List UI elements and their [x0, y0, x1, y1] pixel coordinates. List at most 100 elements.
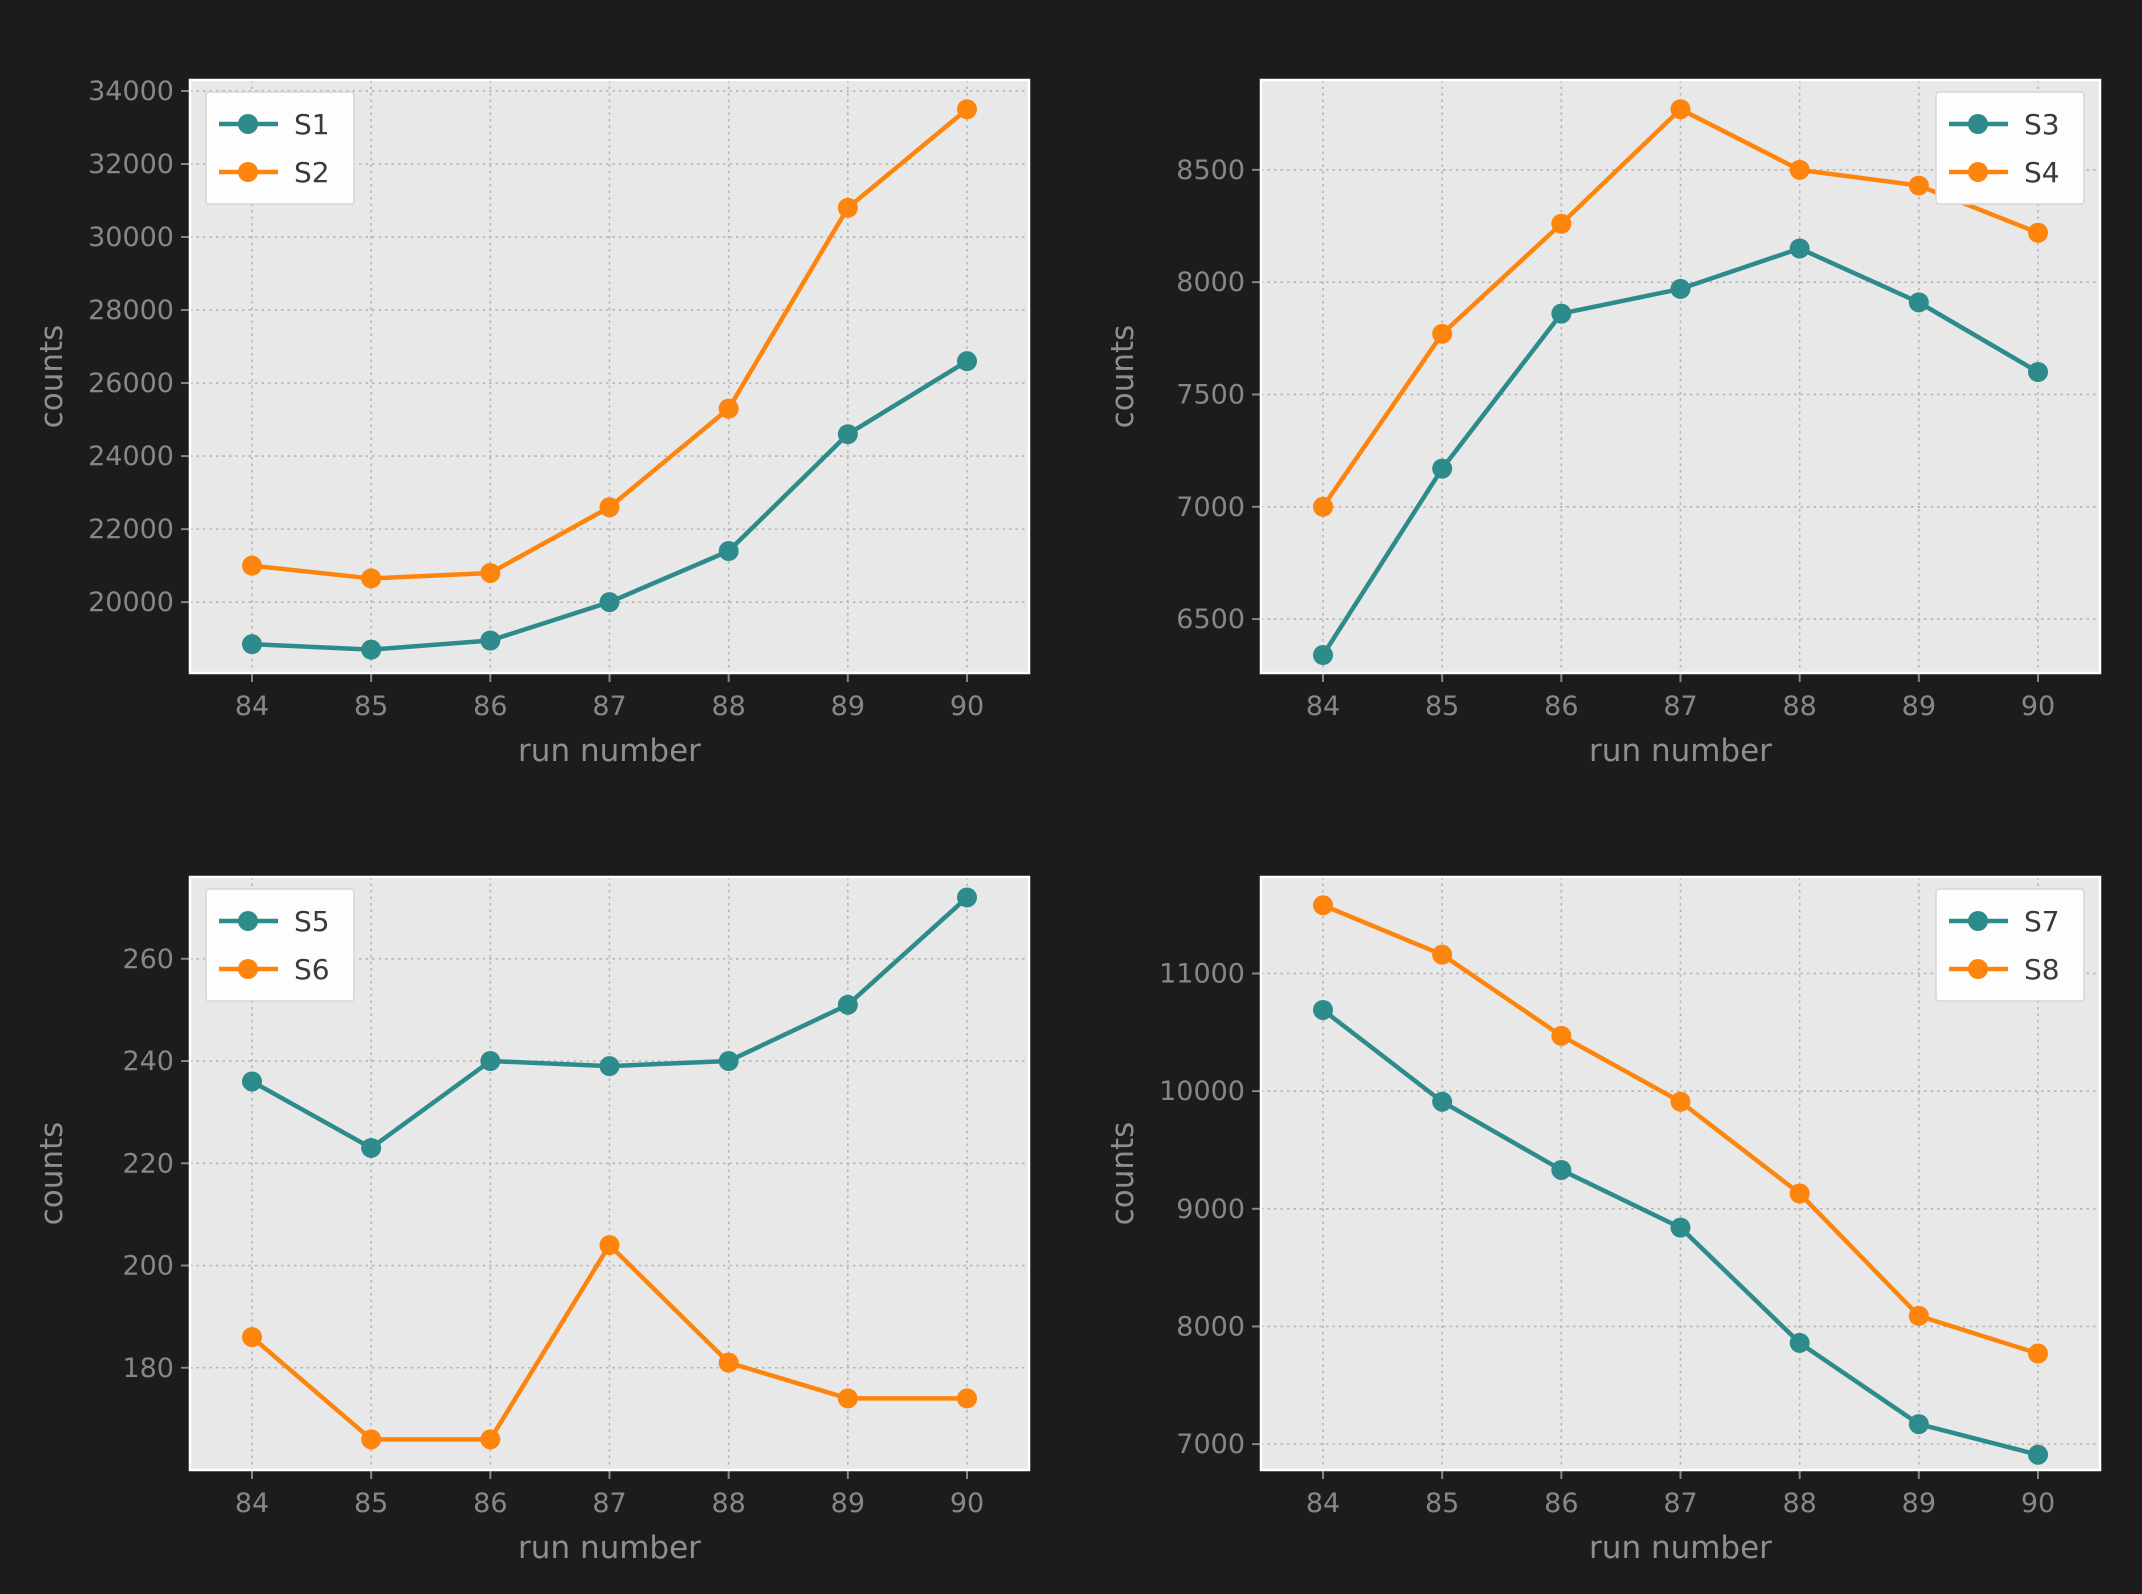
legend-item-S2: S2 [219, 156, 330, 189]
data-point-S1-87 [599, 592, 620, 613]
data-point-S7-87 [1670, 1217, 1691, 1238]
legend-item-S6: S6 [219, 953, 330, 986]
chart-svg-top-right: 6500 7000 7500 8000 8500 84 85 86 87 88 89 90 run nu… [1105, 78, 2102, 769]
x-tick-label: 86 [1544, 1488, 1578, 1519]
data-point-S2-87 [599, 497, 620, 518]
legend-label-S2: S2 [294, 156, 330, 189]
data-point-S7-86 [1551, 1159, 1572, 1180]
data-point-S2-90 [957, 99, 977, 120]
data-point-S5-87 [599, 1056, 620, 1077]
data-point-S6-87 [599, 1235, 620, 1256]
data-point-S6-84 [242, 1327, 262, 1348]
legend-label-S7: S7 [2024, 905, 2060, 938]
y-axis-label: counts [34, 325, 70, 429]
data-point-S8-85 [1432, 944, 1453, 965]
data-point-S5-89 [837, 994, 858, 1015]
subplot-s3-s4: 6500 7000 7500 8000 8500 84 85 86 87 88 89 90 run nu… [1071, 0, 2142, 797]
data-point-S3-88 [1789, 238, 1810, 259]
data-point-S1-84 [242, 634, 262, 655]
data-point-S4-85 [1432, 323, 1453, 344]
axes-spines [188, 78, 1031, 675]
y-tick-label: 7000 [1176, 492, 1245, 523]
x-tick-label: 90 [950, 691, 984, 722]
data-point-S4-89 [1908, 175, 1929, 196]
y-tick-label: 260 [122, 944, 174, 975]
data-point-S1-85 [361, 639, 382, 660]
legend-box [1935, 91, 2085, 205]
data-point-S7-88 [1789, 1332, 1810, 1353]
axes-spines [1259, 875, 2102, 1472]
x-tick-label: 89 [831, 691, 865, 722]
data-point-S6-88 [718, 1352, 739, 1373]
x-tick-label: 87 [592, 691, 626, 722]
legend-item-S5: S5 [219, 905, 330, 938]
y-tick-label: 200 [122, 1251, 174, 1282]
x-tick-label: 84 [235, 691, 269, 722]
y-axis-label: counts [1105, 1122, 1141, 1226]
x-axis-label: run number [1589, 1530, 1772, 1566]
x-tick-label: 90 [2021, 1488, 2055, 1519]
y-tick-label: 32000 [88, 149, 174, 180]
subplot-s7-s8: 7000 8000 9000 10000 11000 84 85 86 87 88 89 90 run … [1071, 797, 2142, 1594]
x-tick-label: 85 [1425, 691, 1459, 722]
data-point-S1-88 [718, 541, 739, 562]
y-axis-label: counts [1105, 325, 1141, 429]
legend-marker-S3 [1968, 114, 1988, 134]
data-point-S3-87 [1670, 278, 1691, 299]
y-tick-label: 22000 [88, 514, 174, 545]
chart-svg-bottom-right: 7000 8000 9000 10000 11000 84 85 86 87 88 89 90 run … [1105, 875, 2102, 1566]
data-point-S5-88 [718, 1051, 739, 1072]
legend-label-S3: S3 [2024, 108, 2060, 141]
legend-marker-S4 [1968, 162, 1988, 182]
x-tick-label: 84 [1306, 691, 1340, 722]
legend-marker-S5 [238, 911, 258, 931]
x-tick-label: 85 [354, 691, 388, 722]
data-point-S6-86 [480, 1429, 501, 1450]
data-point-S4-86 [1551, 213, 1572, 234]
data-point-S4-88 [1789, 159, 1810, 180]
x-tick-label: 85 [354, 1488, 388, 1519]
data-point-S2-84 [242, 555, 262, 576]
y-tick-label: 220 [122, 1148, 174, 1179]
x-tick-label: 86 [1544, 691, 1578, 722]
legend-label-S8: S8 [2024, 953, 2060, 986]
x-tick-label: 89 [831, 1488, 865, 1519]
data-point-S4-90 [2028, 222, 2048, 243]
y-axis-label: counts [34, 1122, 70, 1226]
y-tick-label: 8000 [1176, 1311, 1245, 1342]
x-tick-label: 88 [711, 691, 745, 722]
data-point-S8-86 [1551, 1025, 1572, 1046]
legend-label-S5: S5 [294, 905, 330, 938]
y-tick-label: 28000 [88, 295, 174, 326]
y-tick-label: 24000 [88, 441, 174, 472]
y-tick-label: 26000 [88, 368, 174, 399]
x-tick-label: 89 [1902, 1488, 1936, 1519]
y-tick-label: 7500 [1176, 379, 1245, 410]
x-tick-label: 88 [1782, 691, 1816, 722]
legend-label-S6: S6 [294, 953, 330, 986]
y-tick-label: 11000 [1159, 958, 1245, 989]
data-point-S6-85 [361, 1429, 382, 1450]
legend-item-S1: S1 [219, 108, 330, 141]
data-point-S8-87 [1670, 1091, 1691, 1112]
legend-marker-S1 [238, 114, 258, 134]
data-point-S3-89 [1908, 292, 1929, 313]
legend-box [205, 91, 355, 205]
subplot-s1-s2: 20000 22000 24000 26000 28000 30000 32000 34000… [0, 0, 1071, 797]
y-tick-label: 7000 [1176, 1429, 1245, 1460]
x-tick-label: 87 [592, 1488, 626, 1519]
data-point-S7-85 [1432, 1091, 1453, 1112]
x-tick-label: 86 [473, 691, 507, 722]
data-point-S1-86 [480, 630, 501, 651]
legend-box [205, 888, 355, 1002]
x-tick-label: 88 [1782, 1488, 1816, 1519]
x-tick-label: 86 [473, 1488, 507, 1519]
x-tick-label: 84 [235, 1488, 269, 1519]
data-point-S5-90 [957, 887, 977, 908]
x-axis-label: run number [1589, 733, 1772, 769]
x-tick-label: 90 [950, 1488, 984, 1519]
data-point-S8-89 [1908, 1305, 1929, 1326]
